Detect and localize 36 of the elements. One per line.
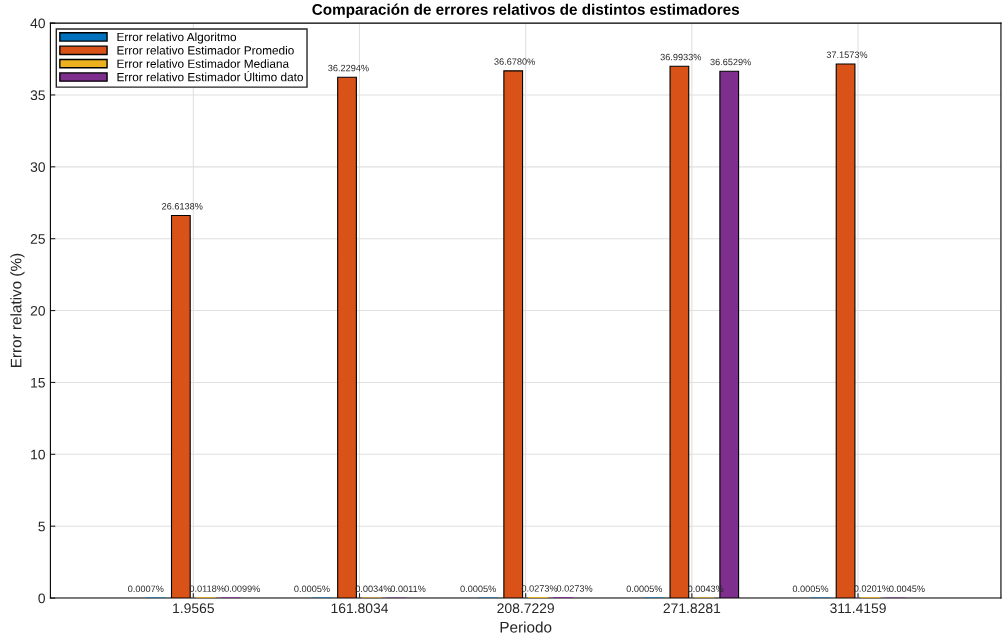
y-tick-label: 20: [30, 305, 45, 316]
x-axis-title: Periodo: [500, 621, 552, 633]
y-tick-label: 40: [30, 18, 45, 29]
data-label: 0.0045%: [889, 585, 925, 593]
data-label: 36.6780%: [494, 58, 535, 65]
data-label: 0.0007%: [128, 585, 164, 593]
x-tick-label: 208.7229: [497, 603, 554, 614]
legend-label: Error relativo Estimador Último dato: [117, 70, 303, 82]
data-label: 36.9933%: [660, 53, 702, 61]
legend-label: Error relativo Estimador Promedio: [117, 45, 294, 55]
data-label: 0.0005%: [792, 585, 829, 593]
x-tick-label: 271.8281: [663, 603, 721, 614]
data-label: 0.0099%: [224, 585, 260, 592]
y-tick-label: 35: [30, 90, 45, 101]
data-label: 0.0005%: [460, 585, 496, 593]
data-label: 36.6529%: [710, 58, 751, 66]
data-label: 26.6138%: [162, 203, 203, 210]
x-tick-label: 311.4159: [830, 603, 886, 614]
data-label: 0.0005%: [294, 585, 330, 593]
y-tick-label: 30: [30, 162, 45, 172]
legend-label: Error relativo Estimador Mediana: [117, 59, 290, 68]
y-tick-label: 15: [31, 377, 45, 388]
data-label: 0.0011%: [390, 585, 426, 593]
x-tick-label: 1.9565: [173, 603, 214, 614]
legend-label: Error relativo Algoritmo: [117, 32, 237, 44]
y-axis-title: Error relativo (%): [10, 253, 25, 368]
data-label: 37.1573%: [826, 51, 868, 58]
y-tick-label: 5: [38, 521, 45, 532]
y-tick-label: 25: [30, 234, 45, 244]
chart-title: Comparación de errores relativos de distintos estimadores: [312, 3, 740, 18]
data-label: 36.2294%: [328, 64, 369, 72]
data-label: 0.0273%: [556, 585, 593, 592]
y-tick-label: 0: [38, 593, 45, 604]
data-label: 0.0005%: [626, 585, 663, 593]
y-tick-label: 10: [31, 449, 45, 460]
x-tick-label: 161.8034: [331, 603, 389, 614]
